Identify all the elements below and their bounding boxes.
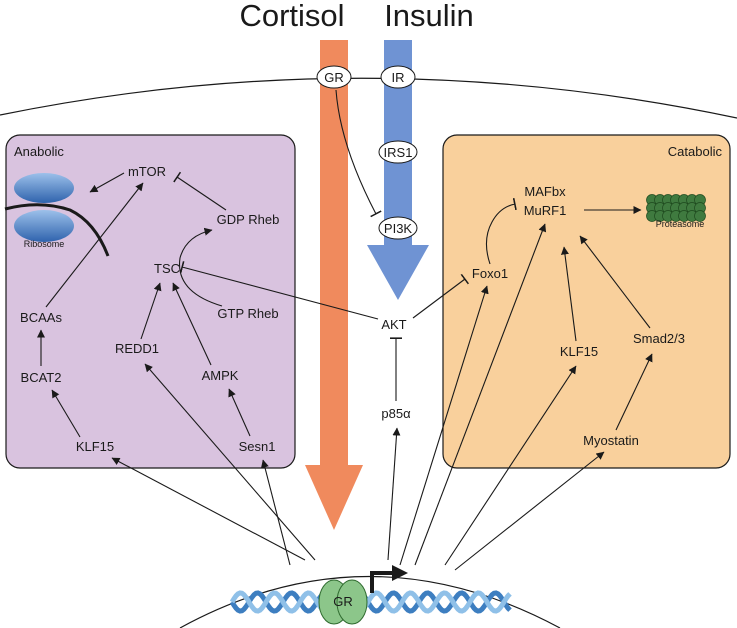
bcaas-to-mtor-arrow bbox=[45, 182, 144, 308]
catabolic-panel bbox=[442, 134, 731, 469]
gr-dimer-right bbox=[336, 579, 368, 625]
anabolic-title: Anabolic bbox=[14, 144, 64, 159]
smad23-to-murf1-arrow bbox=[579, 235, 651, 329]
irs1-node bbox=[378, 140, 418, 164]
akt-node: AKT bbox=[381, 317, 406, 332]
ir-receptor bbox=[380, 65, 416, 89]
bcat2-node: BCAT2 bbox=[21, 370, 62, 385]
redd1-to-tsc-arrow bbox=[140, 282, 162, 340]
proteasome-subunit bbox=[694, 210, 706, 222]
myostatin-node: Myostatin bbox=[583, 433, 639, 448]
pi3k-node bbox=[378, 216, 418, 240]
foxo1-inhibits-mafbx bbox=[485, 197, 517, 265]
ribosome-label: Ribosome bbox=[24, 239, 65, 249]
dna-strand-2 bbox=[229, 590, 512, 614]
gtp-to-gdp-rheb-arrow bbox=[178, 227, 223, 307]
ampk-to-tsc-arrow bbox=[172, 282, 212, 366]
bcaas-node: BCAAs bbox=[20, 310, 62, 325]
p85a-node: p85α bbox=[381, 406, 411, 421]
cell-membrane bbox=[0, 77, 737, 119]
klf15-to-bcat2-arrow bbox=[51, 389, 81, 438]
nucleus-to-foxo1 bbox=[399, 285, 489, 566]
gr-to-pi3k-inhibit bbox=[335, 89, 382, 218]
gr-receptor bbox=[316, 65, 352, 89]
cortisol-arrow bbox=[305, 40, 363, 530]
transcription-arrowhead bbox=[392, 565, 408, 581]
gr-receptor-label: GR bbox=[324, 70, 344, 85]
sesn1-to-ampk-arrow bbox=[228, 388, 251, 437]
nucleus-to-murf1 bbox=[414, 223, 547, 566]
nucleus-to-klf15-anabolic bbox=[111, 457, 306, 561]
klf15-catabolic-node: KLF15 bbox=[560, 344, 598, 359]
nucleus-to-sesn1 bbox=[260, 459, 291, 566]
sesn1-node: Sesn1 bbox=[239, 439, 276, 454]
gr-nucleus-label: GR bbox=[333, 594, 353, 609]
ampk-node: AMPK bbox=[202, 368, 239, 383]
klf15-anabolic-node: KLF15 bbox=[76, 439, 114, 454]
ribosome-icon bbox=[4, 173, 110, 257]
tsc-node: TSC bbox=[154, 261, 180, 276]
gdp-rheb-node: GDP Rheb bbox=[217, 212, 280, 227]
proteasome-icon bbox=[646, 194, 706, 222]
murf1-node: MuRF1 bbox=[524, 203, 567, 218]
nucleus-to-myostatin bbox=[454, 451, 605, 571]
insulin-arrow bbox=[367, 40, 429, 300]
gdprheb-inhibits-mtor bbox=[173, 171, 227, 211]
akt-inhibits-tsc bbox=[179, 261, 379, 320]
nucleus-to-klf15-catabolic bbox=[444, 365, 577, 566]
cortisol-label: Cortisol bbox=[239, 0, 344, 33]
klf15-to-murf1-arrow bbox=[560, 246, 577, 342]
nucleus-to-redd1 bbox=[144, 363, 316, 561]
ir-receptor-label: IR bbox=[392, 70, 405, 85]
pi3k-label: PI3K bbox=[384, 221, 413, 236]
irs1-label: IRS1 bbox=[384, 145, 413, 160]
transcription-start-arrow bbox=[370, 571, 394, 593]
proteasome-label: Proteasome bbox=[656, 219, 705, 229]
myostatin-to-smad23-arrow bbox=[615, 353, 653, 431]
mtor-node: mTOR bbox=[128, 164, 166, 179]
nucleus-to-p85a bbox=[387, 427, 401, 561]
catabolic-title: Catabolic bbox=[668, 144, 723, 159]
akt-inhibits-foxo1 bbox=[412, 273, 470, 319]
redd1-node: REDD1 bbox=[115, 341, 159, 356]
gtp-rheb-node: GTP Rheb bbox=[217, 306, 278, 321]
anabolic-panel bbox=[5, 134, 296, 469]
mafbx-node: MAFbx bbox=[524, 184, 566, 199]
smad23-node: Smad2/3 bbox=[633, 331, 685, 346]
insulin-label: Insulin bbox=[384, 0, 474, 33]
foxo1-node: Foxo1 bbox=[472, 266, 508, 281]
mtor-to-ribosome-arrow bbox=[89, 172, 125, 193]
dna-strand-1 bbox=[229, 590, 512, 614]
